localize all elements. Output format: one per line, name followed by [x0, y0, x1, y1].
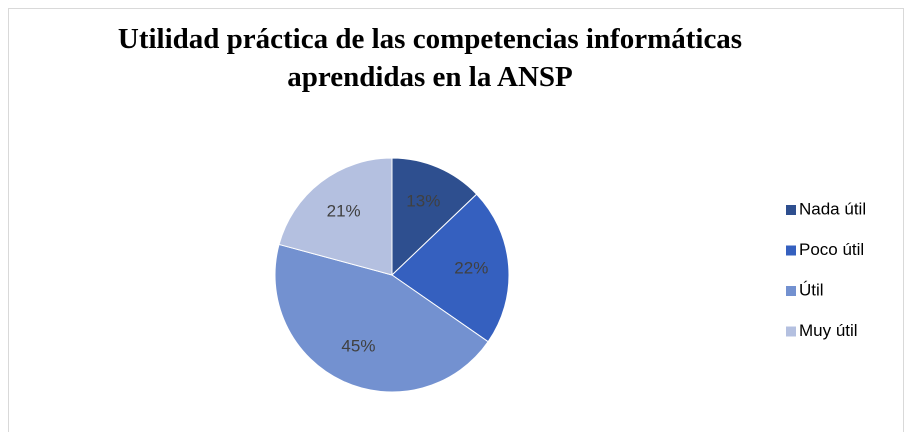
chart-title: Utilidad práctica de las competencias in… — [117, 23, 743, 93]
legend-label: Muy útil — [799, 321, 858, 340]
pie-slice — [274, 243, 489, 393]
legend-swatch — [786, 245, 796, 256]
pie-slice — [391, 193, 510, 343]
data-label: 45% — [341, 337, 375, 356]
data-label: 22% — [454, 258, 488, 277]
legend-swatch — [786, 205, 796, 215]
pie-slice — [391, 157, 478, 277]
pie-slice — [278, 157, 393, 276]
legend-swatch — [786, 286, 796, 296]
legend-label: Nada útil — [799, 199, 866, 218]
legend-label: Poco útil — [799, 240, 864, 259]
chart-frame — [8, 8, 904, 432]
legend-label: Útil — [799, 280, 824, 299]
legend-swatch — [786, 326, 796, 337]
data-label: 21% — [327, 201, 361, 220]
data-label: 13% — [406, 191, 440, 210]
